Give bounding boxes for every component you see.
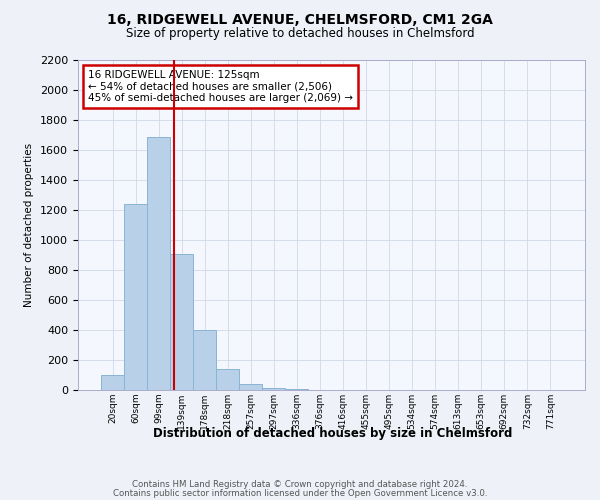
Text: Contains HM Land Registry data © Crown copyright and database right 2024.: Contains HM Land Registry data © Crown c… — [132, 480, 468, 489]
Bar — [170, 254, 193, 390]
Text: Distribution of detached houses by size in Chelmsford: Distribution of detached houses by size … — [154, 428, 512, 440]
Bar — [101, 375, 124, 390]
Bar — [193, 330, 216, 390]
Bar — [216, 369, 239, 390]
Bar — [239, 384, 262, 390]
Bar — [124, 204, 147, 390]
Y-axis label: Number of detached properties: Number of detached properties — [25, 143, 34, 307]
Text: 16, RIDGEWELL AVENUE, CHELMSFORD, CM1 2GA: 16, RIDGEWELL AVENUE, CHELMSFORD, CM1 2G… — [107, 12, 493, 26]
Bar — [147, 136, 170, 390]
Bar — [262, 388, 286, 390]
Bar — [286, 389, 308, 390]
Text: Size of property relative to detached houses in Chelmsford: Size of property relative to detached ho… — [125, 28, 475, 40]
Text: 16 RIDGEWELL AVENUE: 125sqm
← 54% of detached houses are smaller (2,506)
45% of : 16 RIDGEWELL AVENUE: 125sqm ← 54% of det… — [88, 70, 353, 103]
Text: Contains public sector information licensed under the Open Government Licence v3: Contains public sector information licen… — [113, 488, 487, 498]
